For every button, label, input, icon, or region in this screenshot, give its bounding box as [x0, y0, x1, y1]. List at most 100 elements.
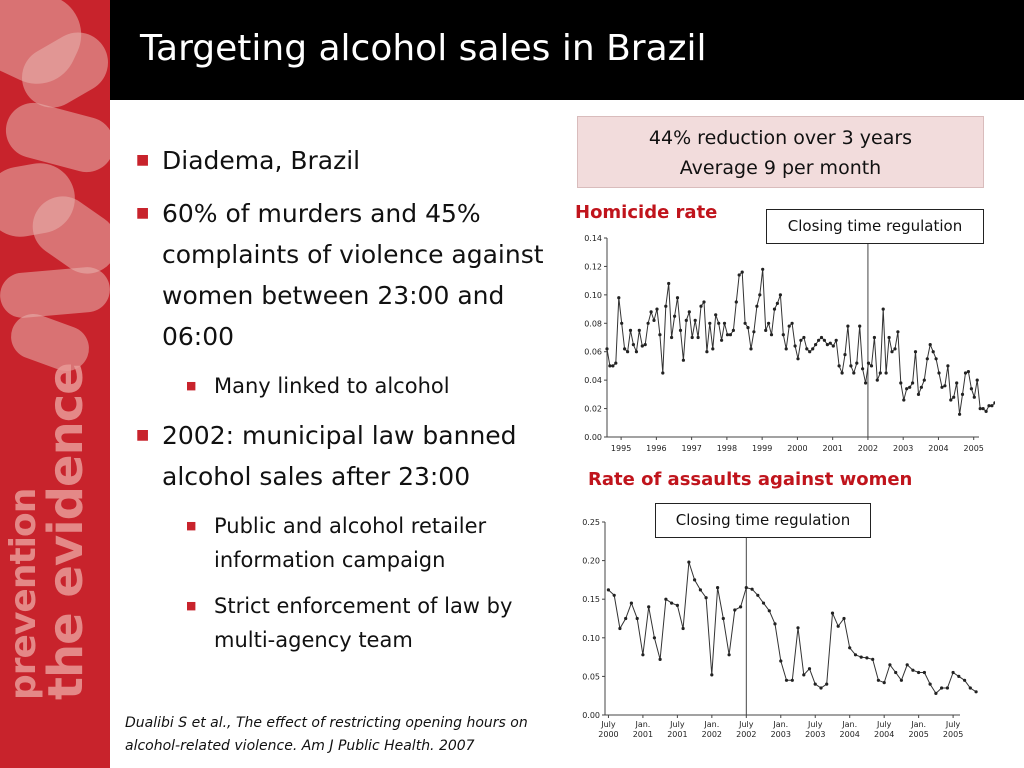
- data-point: [664, 304, 668, 308]
- data-point: [623, 347, 627, 351]
- data-point: [882, 681, 886, 685]
- data-point: [853, 653, 858, 657]
- x-tick-label: 1999: [752, 444, 772, 453]
- data-point: [635, 616, 639, 621]
- data-point: [681, 626, 685, 631]
- data-point: [984, 409, 988, 413]
- data-point: [717, 321, 721, 325]
- data-point: [946, 364, 950, 368]
- data-point: [960, 392, 965, 396]
- data-point: [834, 338, 838, 342]
- hand-image-6: [0, 265, 110, 320]
- data-point: [917, 670, 921, 675]
- data-point: [746, 326, 750, 330]
- data-point: [793, 344, 797, 348]
- x-tick-label: 2003: [771, 730, 791, 739]
- data-point: [767, 609, 771, 613]
- x-tick-label: 2001: [633, 730, 653, 739]
- sidebar-banner: violence prevention the evidence: [0, 0, 110, 768]
- data-point: [612, 593, 616, 597]
- data-point: [728, 333, 732, 337]
- data-point: [781, 333, 785, 337]
- data-point: [775, 301, 779, 305]
- data-point: [693, 578, 697, 582]
- data-point: [711, 347, 715, 351]
- x-tick-label: 1995: [611, 444, 631, 453]
- series-line: [606, 269, 995, 415]
- data-point: [647, 605, 651, 609]
- data-point: [790, 321, 794, 325]
- stats-line-2: Average 9 per month: [679, 157, 882, 179]
- data-point: [687, 310, 691, 314]
- data-point: [849, 364, 853, 368]
- data-point: [681, 358, 685, 362]
- y-tick-label: 0.14: [584, 234, 602, 243]
- x-tick-label: July: [807, 720, 823, 729]
- data-point: [693, 318, 697, 322]
- data-point: [974, 690, 978, 694]
- data-point: [658, 333, 662, 337]
- x-tick-label: July: [669, 720, 685, 729]
- data-point: [805, 347, 809, 351]
- x-tick-label: 2002: [858, 444, 878, 453]
- data-point: [611, 364, 615, 368]
- series-line: [608, 561, 977, 695]
- data-point: [643, 343, 647, 347]
- x-tick-label: July: [945, 720, 961, 729]
- data-point: [652, 636, 656, 640]
- y-tick-label: 0.04: [584, 376, 602, 385]
- y-tick-label: 0.02: [584, 405, 602, 414]
- data-point: [969, 387, 973, 391]
- data-point: [646, 321, 650, 325]
- x-tick-label: 1998: [717, 444, 737, 453]
- x-tick-label: 1997: [681, 444, 701, 453]
- data-point: [981, 407, 985, 411]
- data-point: [888, 663, 892, 667]
- y-tick-label: 0.00: [582, 711, 600, 720]
- y-tick-label: 0.05: [582, 672, 600, 681]
- data-point: [608, 364, 612, 368]
- bullet-item: 2002: municipal law banned alcohol sales…: [132, 415, 562, 497]
- data-point: [922, 670, 926, 675]
- data-point: [652, 318, 656, 322]
- x-tick-label: 2002: [702, 730, 722, 739]
- data-point: [866, 361, 871, 365]
- x-tick-label: 1996: [646, 444, 666, 453]
- y-tick-label: 0.10: [582, 634, 600, 643]
- x-tick-label: 2000: [598, 730, 618, 739]
- y-tick-label: 0.12: [584, 262, 602, 271]
- data-point: [963, 371, 968, 375]
- data-point: [802, 673, 806, 677]
- data-point: [928, 682, 932, 686]
- x-tick-label: 2000: [787, 444, 807, 453]
- data-point: [761, 267, 765, 271]
- data-point: [993, 401, 995, 405]
- data-point: [740, 270, 744, 274]
- data-point: [758, 293, 762, 297]
- data-point: [699, 304, 703, 308]
- data-point: [893, 347, 897, 351]
- data-point: [631, 343, 635, 347]
- data-point: [869, 364, 874, 368]
- data-point: [837, 364, 841, 368]
- data-point: [881, 307, 885, 311]
- data-point: [802, 335, 806, 340]
- x-tick-label: 2002: [736, 730, 756, 739]
- data-point: [843, 353, 847, 357]
- y-tick-label: 0.00: [584, 433, 602, 442]
- data-point: [784, 678, 789, 682]
- data-point: [916, 392, 921, 396]
- data-point: [620, 321, 624, 325]
- data-point: [945, 686, 949, 690]
- data-point: [875, 378, 879, 382]
- data-point: [899, 678, 903, 682]
- data-point: [769, 333, 774, 337]
- data-point: [919, 385, 923, 389]
- x-tick-label: 2001: [822, 444, 842, 453]
- data-point: [819, 686, 823, 690]
- data-point: [836, 624, 840, 628]
- data-point: [799, 338, 803, 342]
- x-tick-label: 2003: [893, 444, 913, 453]
- title-bar: Targeting alcohol sales in Brazil: [110, 0, 1024, 100]
- data-point: [913, 350, 918, 354]
